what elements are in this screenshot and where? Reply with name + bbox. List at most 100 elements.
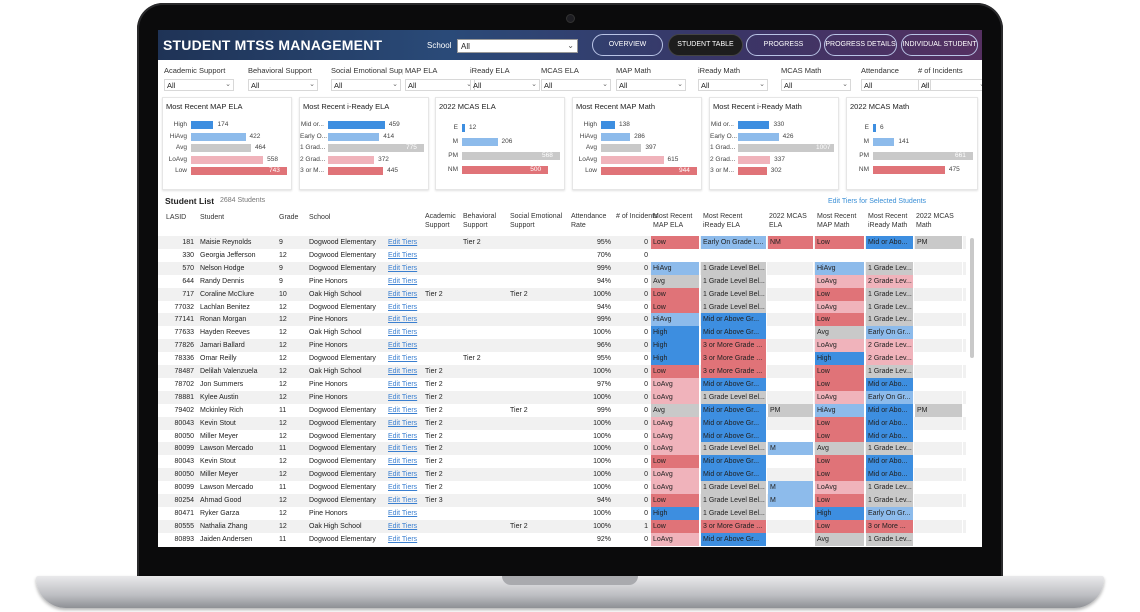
column-header[interactable]: Most Recent iReady ELA	[703, 213, 743, 229]
table-row[interactable]: 80099 Lawson Mercado 11 Dogwood Elementary E…	[158, 481, 966, 495]
filter-select[interactable]: All⌄	[248, 79, 318, 91]
filter-select[interactable]: All⌄	[616, 79, 686, 91]
filter-select[interactable]: All⌄	[698, 79, 768, 91]
school-select[interactable]: All ⌄	[457, 39, 578, 53]
table-scrollbar[interactable]	[969, 238, 975, 438]
chart-bar[interactable]	[328, 155, 375, 164]
edit-tiers-link[interactable]: Edit Tiers	[388, 380, 418, 388]
nav-student-table-button[interactable]: STUDENT TABLE	[668, 34, 743, 56]
chart-bar[interactable]	[601, 167, 697, 175]
edit-tiers-link[interactable]: Edit Tiers	[388, 393, 418, 401]
chart-bar[interactable]	[462, 152, 560, 160]
column-header[interactable]: Social Emotional Support	[510, 213, 563, 229]
chart-bar[interactable]	[873, 124, 876, 132]
chart-bar[interactable]	[462, 124, 465, 132]
nav-individual-student-button[interactable]: INDIVIDUAL STUDENT	[901, 34, 978, 56]
edit-tiers-link[interactable]: Edit Tiers	[388, 303, 418, 311]
table-row[interactable]: 80099 Lawson Mercado 11 Dogwood Elementary E…	[158, 442, 966, 456]
chart-bar[interactable]	[873, 152, 973, 160]
edit-tiers-link[interactable]: Edit Tiers	[388, 497, 418, 504]
edit-tiers-link[interactable]: Edit Tiers	[388, 445, 418, 453]
chart-bar[interactable]	[601, 132, 631, 141]
edit-tiers-link[interactable]: Edit Tiers	[388, 316, 418, 324]
edit-tiers-link[interactable]: Edit Tiers	[388, 251, 418, 259]
table-row[interactable]: 80893 Jaiden Andersen 11 Dogwood Elementary…	[158, 532, 966, 546]
nav-progress-details-button[interactable]: PROGRESS DETAILS	[824, 34, 897, 56]
chart-bar[interactable]	[328, 144, 424, 152]
filter-select[interactable]: All⌄	[918, 79, 982, 91]
table-row[interactable]: 77032 Lachlan Benitez 12 Dogwood Elementary…	[158, 300, 966, 314]
table-row[interactable]: 78336 Omar Reilly 12 Dogwood Elementary Edit…	[158, 352, 966, 366]
chart-bar[interactable]	[328, 167, 384, 175]
chart-bar[interactable]	[738, 132, 779, 141]
chart-bar[interactable]	[191, 132, 246, 141]
filter-select[interactable]: All⌄	[781, 79, 851, 91]
table-row[interactable]: 78881 Kylee Austin 12 Pine Honors Edit Tiers…	[158, 390, 966, 404]
table-row[interactable]: 570 Nelson Hodge 9 Dogwood Elementary Edit T…	[158, 261, 966, 275]
column-header[interactable]: Most Recent MAP ELA	[653, 213, 693, 229]
chart-bar[interactable]	[738, 121, 770, 129]
column-header[interactable]: School	[309, 214, 331, 221]
column-header[interactable]: 2022 MCAS ELA	[769, 213, 807, 229]
chart-bar[interactable]	[873, 166, 945, 174]
edit-tiers-link[interactable]: Edit Tiers	[388, 484, 418, 492]
chart-bar[interactable]	[328, 132, 380, 141]
chart-bar[interactable]	[462, 166, 549, 174]
edit-tiers-link[interactable]: Edit Tiers	[388, 471, 418, 479]
chart-bar[interactable]	[738, 144, 834, 152]
table-row[interactable]: 80555 Nathalia Zhang 12 Oak High School Edit…	[158, 519, 966, 533]
edit-tiers-link[interactable]: Edit Tiers	[388, 522, 418, 530]
table-row[interactable]: 80050 Miller Meyer 12 Dogwood Elementary Edi…	[158, 429, 966, 443]
table-row[interactable]: 80043 Kevin Stout 12 Dogwood Elementary Edit…	[158, 455, 966, 469]
table-row[interactable]: 717 Coraline McClure 10 Oak High School Edit…	[158, 287, 966, 301]
scrollbar-thumb[interactable]	[970, 238, 974, 358]
nav-overview-button[interactable]: OVERVIEW	[592, 34, 663, 56]
filter-select[interactable]: All⌄	[541, 79, 611, 91]
column-header[interactable]: Student	[200, 214, 225, 221]
edit-tiers-link[interactable]: Edit Tiers	[388, 290, 418, 298]
edit-tiers-link[interactable]: Edit Tiers	[388, 264, 418, 272]
table-row[interactable]: 78487 Delilah Valenzuela 12 Oak High School…	[158, 365, 966, 378]
column-header[interactable]: Grade	[279, 214, 299, 221]
edit-tiers-selected-link[interactable]: Edit Tiers for Selected Students	[828, 198, 927, 205]
filter-select[interactable]: All⌄	[331, 79, 401, 91]
column-header[interactable]: Most Recent iReady Math	[868, 213, 908, 229]
edit-tiers-link[interactable]: Edit Tiers	[388, 535, 418, 543]
column-header[interactable]: Behavioral Support	[463, 213, 497, 229]
table-row[interactable]: 181 Maisie Reynolds 9 Dogwood Elementary Edi…	[158, 236, 966, 249]
edit-tiers-link[interactable]: Edit Tiers	[388, 277, 418, 285]
table-row[interactable]: 80471 Ryker Garza 12 Pine Honors Edit Tiers 1…	[158, 506, 966, 520]
chart-bar[interactable]	[738, 167, 767, 175]
table-row[interactable]: 330 Georgia Jefferson 12 Dogwood Elementary…	[158, 248, 966, 262]
edit-tiers-link[interactable]: Edit Tiers	[388, 239, 418, 246]
table-row[interactable]: 78702 Jon Summers 12 Pine Honors Edit Tiers T…	[158, 377, 966, 391]
chart-bar[interactable]	[738, 155, 771, 164]
chart-bar[interactable]	[601, 155, 664, 164]
filter-select[interactable]: All⌄	[470, 79, 540, 91]
column-header[interactable]: Academic Support	[425, 213, 456, 229]
chart-bar[interactable]	[191, 167, 287, 175]
table-row[interactable]: 77826 Jamari Ballard 12 Pine Honors Edit Tie…	[158, 339, 966, 353]
chart-bar[interactable]	[873, 138, 895, 146]
column-header[interactable]: # of Incidents	[616, 213, 658, 220]
table-row[interactable]: 80254 Ahmad Good 12 Dogwood Elementary Edit …	[158, 494, 966, 507]
chart-bar[interactable]	[191, 144, 251, 152]
table-row[interactable]: 80043 Kevin Stout 12 Dogwood Elementary Edit…	[158, 416, 966, 430]
chart-bar[interactable]	[601, 121, 616, 129]
edit-tiers-link[interactable]: Edit Tiers	[388, 368, 418, 375]
chart-bar[interactable]	[191, 121, 214, 129]
table-row[interactable]: 79402 Mckinley Rich 11 Dogwood Elementary Ed…	[158, 403, 966, 417]
chart-bar[interactable]	[601, 144, 642, 152]
table-row[interactable]: 644 Randy Dennis 9 Pine Honors Edit Tiers 94%…	[158, 274, 966, 288]
nav-progress-overview-button[interactable]: PROGRESS OVERVIEW	[746, 34, 821, 68]
filter-select[interactable]: All⌄	[164, 79, 234, 91]
edit-tiers-link[interactable]: Edit Tiers	[388, 406, 418, 414]
edit-tiers-link[interactable]: Edit Tiers	[388, 355, 418, 363]
edit-tiers-link[interactable]: Edit Tiers	[388, 432, 418, 440]
column-header[interactable]: Attendance Rate	[571, 213, 607, 229]
table-row[interactable]: 80050 Miller Meyer 12 Dogwood Elementary Edi…	[158, 468, 966, 482]
column-header[interactable]: 2022 MCAS Math	[916, 213, 954, 229]
chart-bar[interactable]	[191, 155, 264, 164]
chart-bar[interactable]	[328, 121, 385, 129]
edit-tiers-link[interactable]: Edit Tiers	[388, 329, 418, 337]
